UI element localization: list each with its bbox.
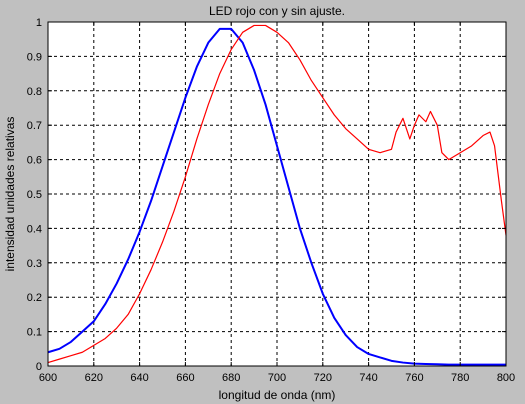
series-line-red [47,24,507,364]
y-tick-label: 0.9 [27,51,42,63]
x-tick-label: 760 [405,372,423,384]
y-tick-label: 0.2 [27,292,42,304]
x-tick-label: 640 [130,372,148,384]
axis-ticks: 600 620 640 660 680 700 720 740 760 780 800 0 0.1 0.2… [27,17,515,384]
chart-title: LED rojo con y sin ajuste. [209,4,345,18]
x-tick-label: 680 [222,372,240,384]
x-tick-label: 800 [497,372,515,384]
x-tick-label: 720 [314,372,332,384]
y-tick-label: 0.8 [27,86,42,98]
y-tick-label: 0.4 [27,223,42,235]
grid-lines [48,22,506,366]
x-tick-label: 740 [359,372,377,384]
x-tick-label: 700 [268,372,286,384]
y-tick-label: 1 [36,17,42,29]
y-tick-label: 0.6 [27,155,42,167]
series-layer [47,24,507,366]
y-axis-label: intensidad unidades relativas [3,117,17,272]
series-line-blue [47,27,506,366]
x-axis-label: longitud de onda (nm) [219,388,336,402]
x-tick-label: 780 [451,372,469,384]
y-tick-label: 0.5 [27,189,42,201]
x-tick-label: 600 [39,372,57,384]
y-tick-label: 0.3 [27,258,42,270]
y-tick-label: 0.1 [27,327,42,339]
x-tick-label: 660 [176,372,194,384]
x-tick-label: 620 [85,372,103,384]
y-tick-label: 0 [36,361,42,373]
y-tick-label: 0.7 [27,120,42,132]
